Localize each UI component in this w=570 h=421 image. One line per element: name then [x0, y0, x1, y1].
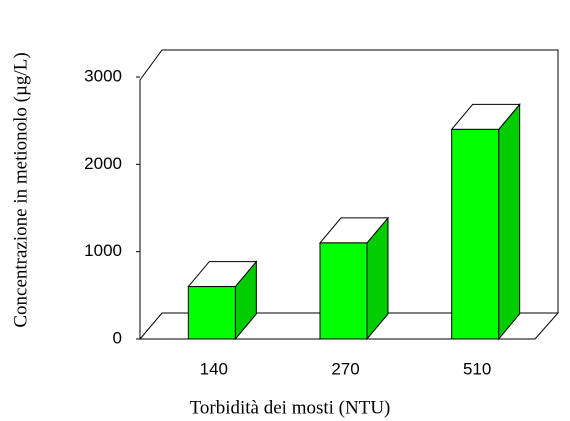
y-axis-label: Concentrazione in metionolo (µg/L): [10, 52, 31, 327]
y-tick-label: 2000: [84, 154, 122, 173]
bar-side: [498, 103, 521, 341]
bar: [451, 128, 500, 340]
x-tick-label: 140: [200, 359, 228, 378]
x-tick-label: 270: [331, 359, 359, 378]
y-tick-label: 0: [113, 328, 122, 347]
x-tick-label: 510: [463, 359, 491, 378]
y-tick-label: 1000: [84, 241, 122, 260]
bar: [319, 242, 368, 340]
floor: [139, 312, 560, 340]
frame: [139, 49, 560, 340]
x-axis-label: Torbidità dei mosti (NTU): [190, 397, 391, 418]
bar: [187, 286, 236, 340]
back-frame: [139, 49, 559, 339]
y-tick-label: 3000: [84, 66, 122, 85]
